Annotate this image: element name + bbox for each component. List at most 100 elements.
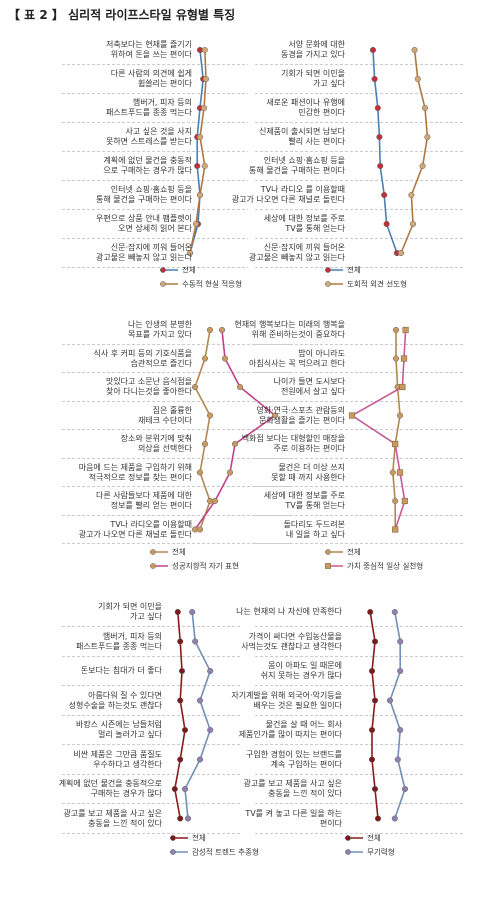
category-label: 자기계발을 위해 외국어·악기등을 배우는 것은 필요한 일이다 (231, 690, 342, 710)
marker (202, 75, 210, 83)
marker (392, 497, 399, 505)
category-label: 밥이 아니라도 아침식사는 꼭 먹으려고 한다 (249, 348, 345, 368)
category-label: 돈보다는 침대가 더 좋다 (80, 666, 162, 675)
category-label: 비싼 제품은 그만큼 품질도 우수하다고 생각한다 (73, 749, 162, 769)
legend-label: 감성적 트렌드 추종형 (192, 847, 259, 857)
marker (177, 815, 184, 822)
marker (196, 191, 204, 199)
marker (392, 326, 400, 334)
series-line (189, 49, 207, 254)
marker (371, 697, 379, 704)
series-line (369, 611, 379, 819)
marker (196, 133, 204, 141)
marker (201, 46, 208, 54)
marker (200, 104, 208, 112)
marker (392, 526, 399, 533)
marker (397, 667, 404, 675)
marker (348, 412, 356, 419)
legend-label: 전체 (347, 265, 361, 275)
legend-label: 성공지향적 자기 표현 (172, 561, 239, 571)
marker (181, 785, 189, 793)
marker (392, 355, 400, 362)
series-line (173, 611, 186, 819)
marker (189, 608, 196, 616)
marker (150, 563, 156, 569)
marker (401, 497, 408, 505)
marker (194, 162, 201, 170)
marker (371, 638, 379, 645)
marker (236, 383, 244, 391)
category-label: 세상에 대한 정보를 주로 TV를 통해 얻는다 (263, 214, 345, 233)
category-label: 신제품이 출시되면 남보다 빨리 사는 편이다 (258, 127, 345, 146)
marker (206, 412, 214, 419)
category-label: 기회가 되면 이민을 가고 싶다 (281, 69, 345, 88)
legend-label: 전체 (172, 547, 186, 557)
marker (226, 469, 234, 476)
marker (207, 726, 214, 734)
category-label: 장소와 분위기에 맞춰 의상을 선택한다 (120, 434, 192, 453)
legend-label: 전체 (367, 833, 381, 843)
series-line (391, 330, 401, 530)
marker (424, 133, 431, 141)
category-label: 우편으로 상품 안내 팸플렛이 오면 상세히 읽어 본다 (96, 214, 192, 233)
marker (419, 162, 426, 170)
marker (414, 75, 421, 83)
legend-label: 수동적 현실 적응형 (182, 279, 242, 289)
legend-label: 전체 (192, 833, 206, 843)
marker (196, 756, 204, 763)
series-line (194, 329, 211, 530)
marker (201, 162, 208, 170)
category-label: 사고 싶은 것을 사지 못하면 스트레스를 받는다 (105, 127, 192, 146)
marker (211, 497, 219, 505)
marker (325, 563, 331, 569)
marker (402, 326, 409, 334)
category-label: 인터넷 쇼핑·홈쇼핑 등을 통해 물건을 구매하는 편이다 (249, 156, 345, 175)
category-label: 나는 현재의 나 자신에 만족한다 (236, 607, 342, 616)
category-label: 나이가 들면 도시보다 전원에서 살고 싶다 (273, 377, 345, 396)
category-label: 계획에 없던 물건을 충동적 으로 구매하는 경우가 많다 (103, 156, 192, 175)
category-label: 광고를 보고 제품을 사고 싶은 충동을 느낀 적이 있다 (243, 779, 343, 798)
category-label: 광고를 보고 제품을 사고 싶은 충동을 느낀 적이 있다 (63, 808, 163, 828)
category-label: 저축보다는 현재를 즐기기 위하여 돈을 쓰는 편이다 (105, 40, 192, 59)
marker (206, 326, 214, 334)
category-label: 새로운 패션이나 유행에 민감한 편이다 (266, 98, 345, 117)
marker (231, 440, 239, 448)
chart-title: 【 표 2 】 심리적 라이프스타일 유형별 특징 (8, 8, 236, 22)
marker (383, 220, 390, 228)
category-label: 식사 후 커피 등의 기호식품을 습관적으로 즐긴다 (93, 348, 193, 368)
marker (345, 835, 351, 841)
marker (399, 383, 406, 391)
marker (207, 667, 214, 675)
marker (391, 815, 398, 822)
category-label: 몸이 아파도 일 때문에 쉬지 못하는 경우가 많다 (260, 661, 342, 680)
category-label: 기회가 되면 이민을 가고 싶다 (98, 602, 162, 621)
category-label: 햄버거, 피자 등의 패스트푸드를 종종 먹는다 (75, 631, 162, 651)
marker (170, 849, 176, 855)
legend-label: 도회적 외견 선도형 (347, 279, 407, 289)
marker (171, 785, 178, 793)
marker (367, 608, 374, 616)
category-label: 세상에 대한 정보를 주로 TV를 통해 얻는다 (263, 491, 345, 510)
marker (170, 835, 176, 841)
series-line (372, 49, 398, 254)
marker (160, 281, 166, 287)
marker (177, 756, 184, 763)
marker (325, 549, 331, 555)
category-label: 집은 훌륭한 재테크 수단이다 (137, 405, 192, 425)
marker (186, 249, 194, 257)
marker (181, 726, 189, 734)
marker (368, 756, 376, 763)
marker (191, 383, 199, 391)
category-label: 아름다워 질 수 있다면 성형수술을 하는것도 괜찮다 (68, 690, 162, 710)
marker (196, 697, 204, 704)
marker (409, 220, 417, 228)
marker (396, 412, 404, 419)
marker (374, 815, 382, 822)
marker (196, 469, 204, 476)
category-label: 백화점 보다는 대형할인 매장을 주로 이용하는 편이다 (241, 434, 345, 453)
legend-label: 가치 중심적 일상 실천형 (347, 561, 424, 571)
marker (174, 608, 181, 616)
category-label: 인터넷 쇼핑·홈쇼핑 등을 통해 물건을 구매하는 편이다 (96, 185, 192, 204)
